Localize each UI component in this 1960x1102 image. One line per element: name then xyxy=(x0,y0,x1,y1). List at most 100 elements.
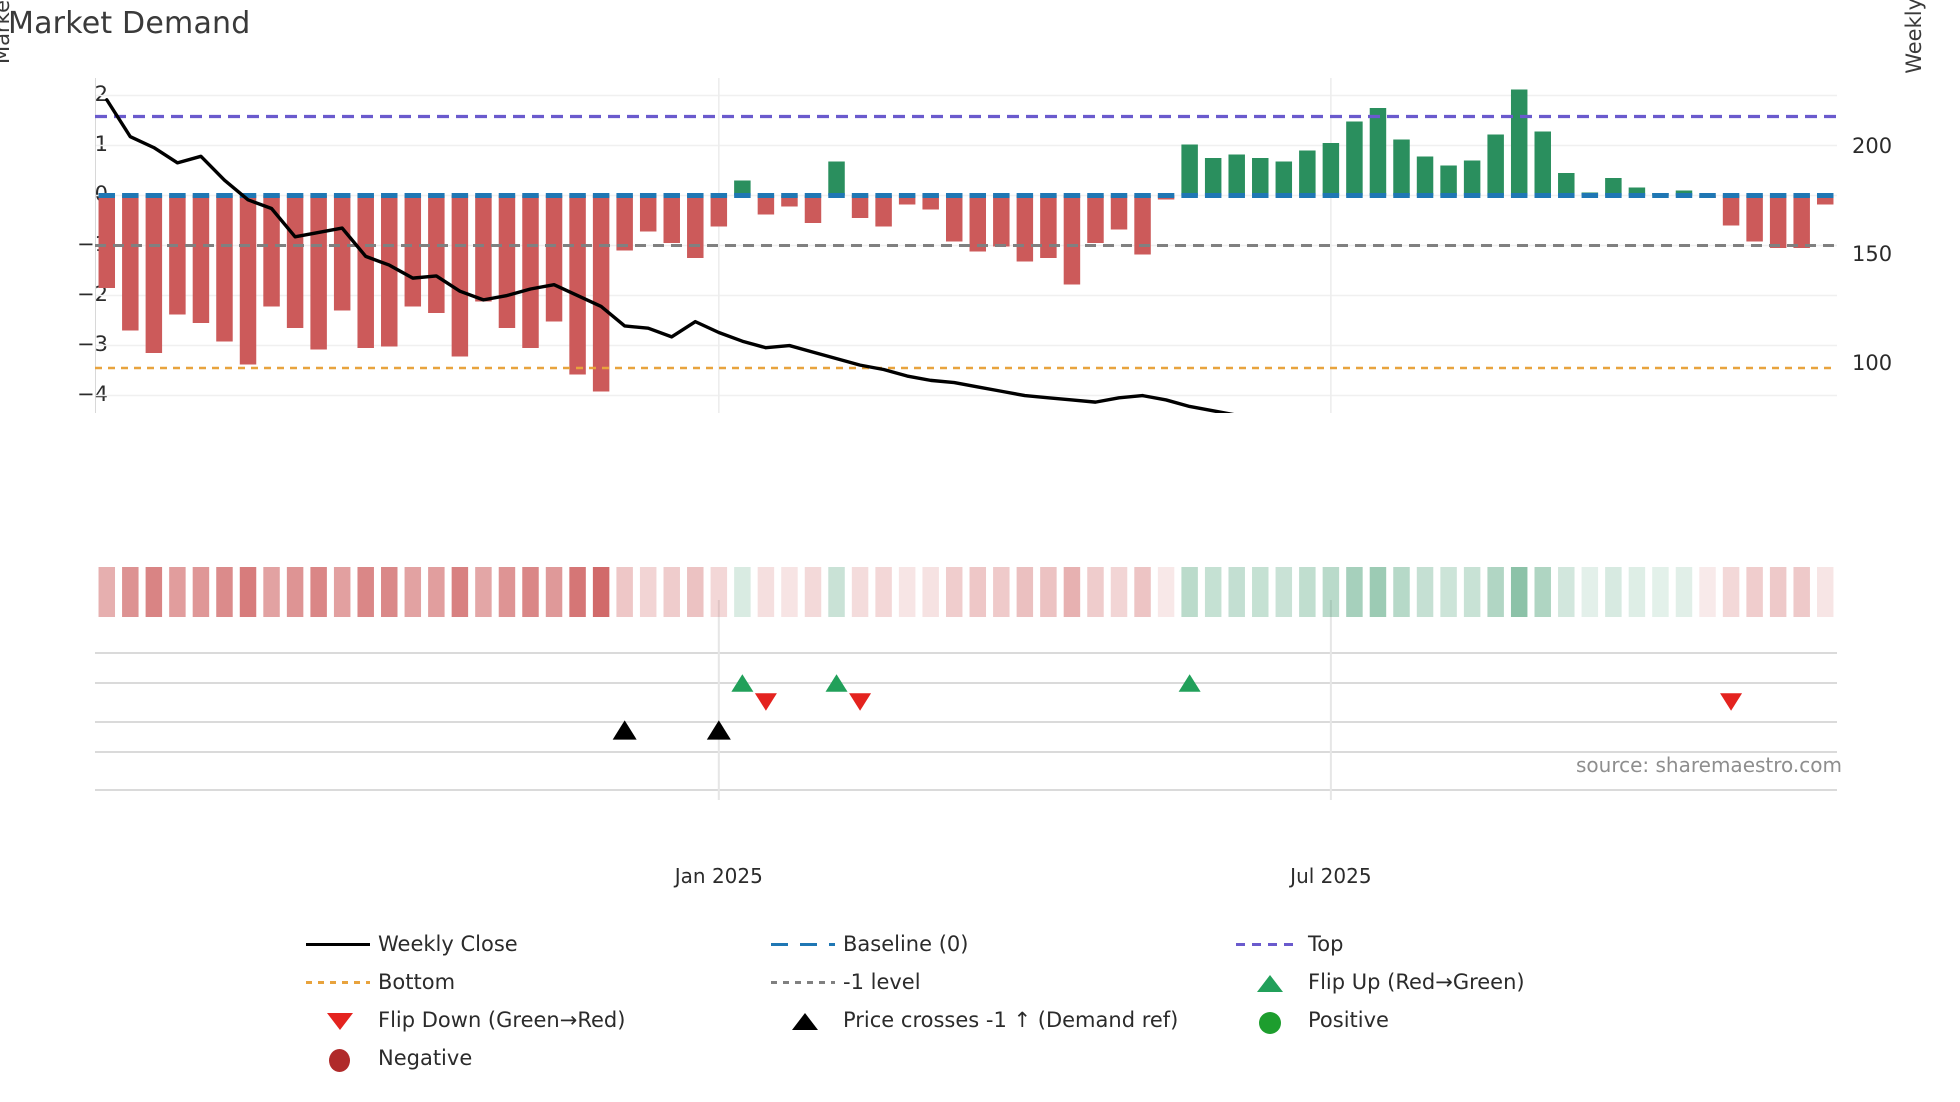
demand-bar xyxy=(169,195,186,315)
heatmap-cell xyxy=(169,567,186,617)
demand-bar xyxy=(898,195,916,205)
legend-item[interactable]: Flip Up (Red→Green) xyxy=(1230,967,1695,997)
demand-bar xyxy=(922,195,939,210)
legend-item[interactable]: Flip Down (Green→Red) xyxy=(300,1005,765,1035)
legend-dashed-purple-icon xyxy=(1236,943,1300,946)
y-tick-left: 2 xyxy=(94,81,108,106)
heatmap-cell xyxy=(286,567,304,617)
demand-bar xyxy=(1440,165,1457,196)
triangle-up-black-icon xyxy=(792,1013,818,1030)
legend-item[interactable]: Positive xyxy=(1230,1005,1695,1035)
legend-item[interactable]: Weekly Close xyxy=(300,929,765,959)
heatmap-cell xyxy=(333,567,351,617)
y-axis-left-label: Market Demand xyxy=(0,0,14,130)
demand-bar xyxy=(310,195,327,350)
y-tick-right: 200 xyxy=(1852,133,1893,158)
demand-heatmap-strip xyxy=(95,567,1837,617)
heatmap-cell xyxy=(663,567,680,617)
legend-glyph xyxy=(1230,929,1308,959)
x-tick-label: Jul 2025 xyxy=(1290,864,1372,888)
triangle-down-red-icon xyxy=(327,1013,353,1030)
demand-bar xyxy=(428,195,445,313)
legend-label: Flip Up (Red→Green) xyxy=(1308,970,1525,994)
legend-glyph xyxy=(1230,1005,1308,1035)
demand-bar xyxy=(475,195,492,302)
y-tick-left: 1 xyxy=(94,131,108,156)
demand-bar xyxy=(1393,139,1410,196)
heatmap-cell xyxy=(1110,567,1128,617)
demand-bar xyxy=(804,195,822,223)
heatmap-cell xyxy=(969,567,987,617)
demand-bar xyxy=(1134,195,1151,255)
heatmap-cell xyxy=(1722,567,1740,617)
heatmap-cell xyxy=(1487,567,1504,617)
heatmap-cell xyxy=(1369,567,1387,617)
demand-bar xyxy=(1181,144,1198,196)
demand-bar xyxy=(1510,89,1528,196)
demand-bar xyxy=(239,195,257,365)
heatmap-cell xyxy=(1534,567,1551,617)
demand-bar xyxy=(1628,187,1646,196)
legend-item[interactable]: Bottom xyxy=(300,967,765,997)
demand-bar xyxy=(1769,195,1787,248)
heatmap-cell xyxy=(1393,567,1410,617)
weekly-close-line xyxy=(105,98,1235,413)
legend-glyph xyxy=(300,929,378,959)
demand-bar xyxy=(381,195,398,347)
heatmap-cell xyxy=(451,567,469,617)
legend-dashed-grey-icon xyxy=(771,981,835,984)
demand-bar xyxy=(639,195,657,232)
heatmap-cell xyxy=(804,567,822,617)
legend-dashed-orange-icon xyxy=(306,981,370,984)
heatmap-cell xyxy=(1346,567,1363,617)
heatmap-cell xyxy=(639,567,657,617)
demand-bar xyxy=(1463,160,1481,196)
legend-item[interactable]: Negative xyxy=(300,1043,765,1073)
demand-bar xyxy=(404,195,422,307)
legend-row: Bottom -1 level Flip Up (Red→Green) xyxy=(300,963,1700,1001)
heatmap-cell xyxy=(1252,567,1269,617)
demand-bar xyxy=(757,195,775,215)
demand-bar xyxy=(1252,158,1269,196)
demand-bar xyxy=(1487,134,1504,196)
heatmap-cell xyxy=(1299,567,1316,617)
legend-item[interactable]: Top xyxy=(1230,929,1695,959)
demand-bar xyxy=(357,195,374,348)
price-cross-up-marker xyxy=(706,720,731,740)
circle-red-icon xyxy=(329,1049,350,1072)
heatmap-cell xyxy=(875,567,892,617)
heatmap-cell xyxy=(1087,567,1104,617)
heatmap-cell xyxy=(357,567,374,617)
heatmap-cell xyxy=(1181,567,1198,617)
demand-bar-line-chart xyxy=(95,78,1837,413)
demand-bar xyxy=(1605,178,1622,196)
heatmap-cell xyxy=(592,567,610,617)
legend-glyph xyxy=(765,967,843,997)
heatmap-svg xyxy=(98,567,1834,617)
heatmap-cell xyxy=(616,567,633,617)
legend-label: Price crosses -1 ↑ (Demand ref) xyxy=(843,1008,1179,1032)
legend-item[interactable]: -1 level xyxy=(765,967,1230,997)
heatmap-cell xyxy=(1675,567,1693,617)
legend-item[interactable]: Baseline (0) xyxy=(765,929,1230,959)
y-tick-left: −4 xyxy=(77,381,108,406)
demand-bar xyxy=(569,195,586,375)
legend-glyph xyxy=(300,1005,378,1035)
heatmap-cell xyxy=(1628,567,1646,617)
heatmap-cell xyxy=(757,567,775,617)
demand-bar xyxy=(263,195,280,307)
legend-item[interactable]: Price crosses -1 ↑ (Demand ref) xyxy=(765,1005,1230,1035)
heatmap-cell xyxy=(122,567,139,617)
heatmap-cell xyxy=(687,567,704,617)
heatmap-cell xyxy=(1652,567,1669,617)
legend-row: Flip Down (Green→Red) Price crosses -1 ↑ … xyxy=(300,1001,1700,1039)
legend-glyph xyxy=(300,967,378,997)
heatmap-cell xyxy=(498,567,516,617)
demand-bar xyxy=(1793,195,1810,248)
y-tick-left: −3 xyxy=(77,331,108,356)
demand-bar xyxy=(1275,161,1293,196)
heatmap-cell xyxy=(945,567,963,617)
demand-bar xyxy=(828,161,845,196)
heatmap-cell xyxy=(216,567,233,617)
demand-bar xyxy=(216,195,233,342)
